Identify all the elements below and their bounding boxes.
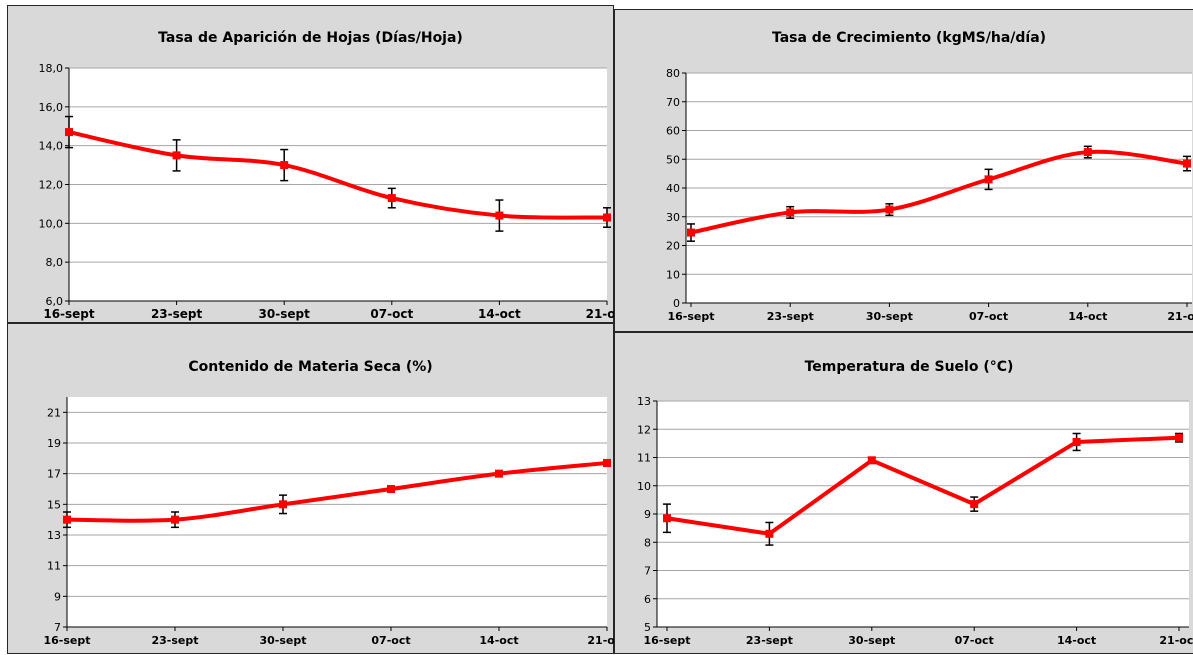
data-point <box>495 211 504 220</box>
y-tick-label: 12,0 <box>39 179 64 192</box>
data-point <box>603 458 611 467</box>
data-point <box>867 456 876 465</box>
x-tick-label: 23-sept <box>151 634 198 647</box>
y-tick-label: 20 <box>666 240 680 253</box>
x-tick-label: 30-sept <box>866 310 913 323</box>
y-tick-label: 50 <box>666 153 680 166</box>
y-tick-label: 10 <box>637 480 651 493</box>
y-tick-label: 12 <box>637 423 651 436</box>
data-point <box>663 514 671 523</box>
x-tick-label: 16-sept <box>43 307 95 321</box>
data-point <box>387 194 396 203</box>
y-tick-label: 0 <box>673 297 680 310</box>
data-point <box>885 205 894 214</box>
data-point <box>984 175 993 184</box>
y-tick-label: 11 <box>637 452 651 465</box>
x-tick-label: 07-oct <box>969 310 1008 323</box>
data-point <box>280 161 289 170</box>
x-tick-label: 14-oct <box>478 307 521 321</box>
y-tick-label: 9 <box>54 590 61 603</box>
y-tick-label: 30 <box>666 211 680 224</box>
y-tick-label: 14,0 <box>39 140 64 153</box>
x-tick-label: 30-sept <box>848 634 895 647</box>
data-point <box>495 469 503 478</box>
x-tick-label: 07-oct <box>370 307 413 321</box>
chart-panel-soil-temperature: Temperatura de Suelo (°C) 5 6 7 8 9 10 11 12 13 1… <box>614 332 1193 654</box>
data-point <box>687 228 695 237</box>
y-tick-label: 10 <box>666 268 680 281</box>
chart-title: Tasa de Aparición de Hojas (Días/Hoja) <box>158 30 463 46</box>
chart-svg: 0 10 20 30 40 50 60 70 80 16-sept 23-sept 30-sept 07… <box>666 67 1193 323</box>
x-tick-label: 16-sept <box>43 634 90 647</box>
y-tick-label: 19 <box>47 437 61 450</box>
chart-panel-growth-rate: Tasa de Crecimiento (kgMS/ha/día) 0 10 20 3… <box>614 9 1193 332</box>
data-point <box>970 500 979 509</box>
chart-panel-dry-matter: Contenido de Materia Seca (%) 7 9 11 13 15 17… <box>7 323 627 654</box>
data-point <box>172 151 181 160</box>
y-tick-label: 8,0 <box>46 256 64 269</box>
x-tick-label: 21-oct <box>1167 310 1193 323</box>
data-point <box>1183 159 1191 168</box>
chart-title: Temperatura de Suelo (°C) <box>804 359 1014 375</box>
chart-title: Tasa de Crecimiento (kgMS/ha/día) <box>771 30 1047 46</box>
data-point <box>171 515 179 524</box>
y-tick-label: 40 <box>666 182 680 195</box>
y-tick-label: 15 <box>47 498 61 511</box>
series-line <box>65 460 609 523</box>
chart-title: Contenido de Materia Seca (%) <box>188 359 433 375</box>
data-point <box>65 128 73 137</box>
y-tick-label: 18,0 <box>39 62 64 75</box>
data-point <box>786 208 795 217</box>
x-tick-label: 23-sept <box>767 310 814 323</box>
x-tick-label: 30-sept <box>259 307 311 321</box>
x-tick-label: 07-oct <box>955 634 994 647</box>
data-point <box>1072 437 1081 446</box>
x-tick-label: 23-sept <box>151 307 203 321</box>
y-tick-label: 13 <box>637 395 651 408</box>
data-point <box>1083 148 1092 157</box>
y-tick-label: 16,0 <box>39 101 64 114</box>
y-tick-label: 80 <box>666 67 680 80</box>
data-point <box>1175 433 1183 442</box>
y-tick-label: 17 <box>47 468 61 481</box>
y-tick-label: 13 <box>47 529 61 542</box>
y-tick-label: 10,0 <box>39 217 64 230</box>
y-tick-label: 9 <box>644 508 651 521</box>
x-tick-label: 14-oct <box>1068 310 1107 323</box>
chart-svg: 6,0 8,0 10,0 12,0 14,0 16,0 18,0 16-sept 23-sept… <box>39 62 629 321</box>
series-line <box>67 130 609 220</box>
chart-svg: 7 9 11 13 15 17 19 21 16-sept 23-sept 30-sept 07-oc… <box>43 397 627 647</box>
x-tick-label: 14-oct <box>479 634 518 647</box>
y-tick-label: 8 <box>644 536 651 549</box>
x-tick-label: 07-oct <box>371 634 410 647</box>
y-tick-label: 60 <box>666 125 680 138</box>
chart-panel-leaf-appearance: Tasa de Aparición de Hojas (Días/Hoja) 6… <box>7 5 629 323</box>
x-tick-label: 30-sept <box>259 634 306 647</box>
series-line <box>665 435 1181 536</box>
y-tick-label: 7 <box>54 621 61 634</box>
x-tick-label: 14-oct <box>1057 634 1096 647</box>
data-point <box>603 213 611 222</box>
y-tick-label: 11 <box>47 560 61 573</box>
y-tick-label: 7 <box>644 565 651 578</box>
y-tick-label: 21 <box>47 406 61 419</box>
x-tick-label: 16-sept <box>643 634 690 647</box>
data-point <box>279 500 287 509</box>
x-tick-label: 16-sept <box>667 310 714 323</box>
x-tick-label: 23-sept <box>746 634 793 647</box>
data-point <box>63 515 71 524</box>
plot-area <box>67 397 607 627</box>
y-tick-label: 5 <box>644 621 651 634</box>
x-tick-label: 21-oct <box>1159 634 1193 647</box>
y-tick-label: 6 <box>644 593 651 606</box>
data-point <box>765 529 774 538</box>
chart-svg: 5 6 7 8 9 10 11 12 13 16-sept 23-sept 30-sept 07-oct… <box>637 395 1193 647</box>
y-tick-label: 6,0 <box>46 295 64 308</box>
y-tick-label: 70 <box>666 96 680 109</box>
data-point <box>387 485 395 493</box>
series-line <box>689 149 1189 235</box>
